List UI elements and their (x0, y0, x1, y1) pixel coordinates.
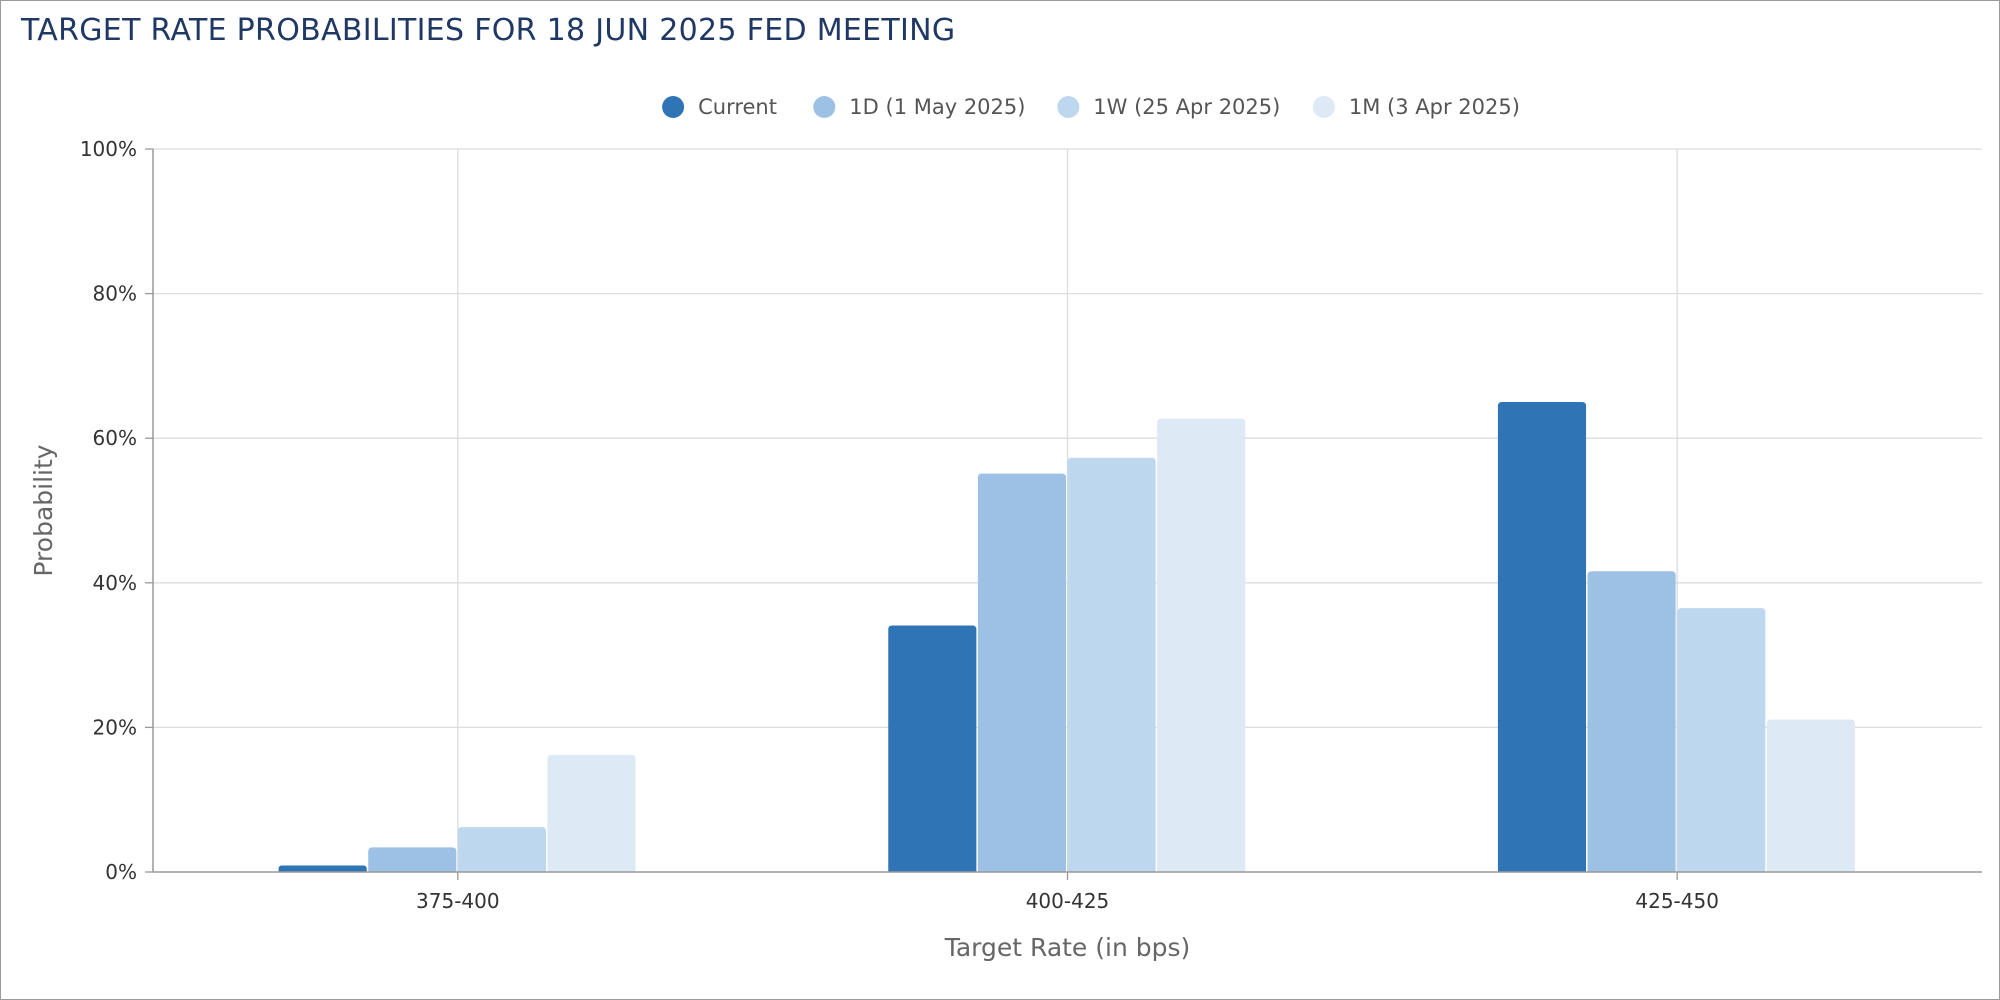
legend: Current 1D (1 May 2025) 1W (25 Apr 2025) 1M… (662, 95, 1520, 119)
bar[interactable] (1677, 608, 1766, 872)
legend-label[interactable]: 1D (1 May 2025) (849, 95, 1025, 119)
axes-layer (152, 149, 1982, 873)
bar[interactable] (368, 847, 457, 872)
y-axis-title: Probability (29, 444, 58, 576)
y-tick-label: 0% (105, 860, 137, 884)
y-tick-label: 100% (80, 137, 137, 161)
x-tick-label: 425-450 (1635, 889, 1719, 913)
x-tick-label: 375-400 (416, 889, 500, 913)
y-tick-label: 20% (93, 715, 137, 739)
bar[interactable] (1587, 571, 1676, 872)
x-tick-labels: 375-400 400-425 425-450 (416, 889, 1719, 913)
bar[interactable] (1067, 457, 1156, 872)
legend-label[interactable]: 1M (3 Apr 2025) (1349, 95, 1520, 119)
y-tick-label: 40% (93, 571, 137, 595)
legend-label[interactable]: Current (698, 95, 777, 119)
bar[interactable] (1497, 402, 1587, 872)
x-axis-title: Target Rate (in bps) (944, 933, 1191, 962)
y-tick-labels: 0% 20% 40% 60% 80% 100% (80, 137, 137, 884)
chart-title: TARGET RATE PROBABILITIES FOR 18 JUN 202… (21, 13, 956, 48)
legend-swatch[interactable] (1312, 96, 1335, 118)
legend-label[interactable]: 1W (25 Apr 2025) (1093, 95, 1280, 119)
bar[interactable] (888, 625, 977, 872)
bar[interactable] (1157, 418, 1246, 872)
bar[interactable] (1766, 719, 1855, 872)
y-tick-label: 80% (93, 282, 137, 306)
bars-layer (278, 402, 1855, 872)
bar[interactable] (278, 865, 367, 872)
bar[interactable] (547, 754, 636, 872)
y-tick-label: 60% (93, 426, 137, 450)
legend-swatch[interactable] (662, 96, 685, 118)
legend-swatch[interactable] (813, 96, 836, 118)
legend-swatch[interactable] (1057, 96, 1080, 118)
bar[interactable] (977, 473, 1066, 872)
x-tick-label: 400-425 (1026, 889, 1110, 913)
bar[interactable] (457, 827, 546, 872)
